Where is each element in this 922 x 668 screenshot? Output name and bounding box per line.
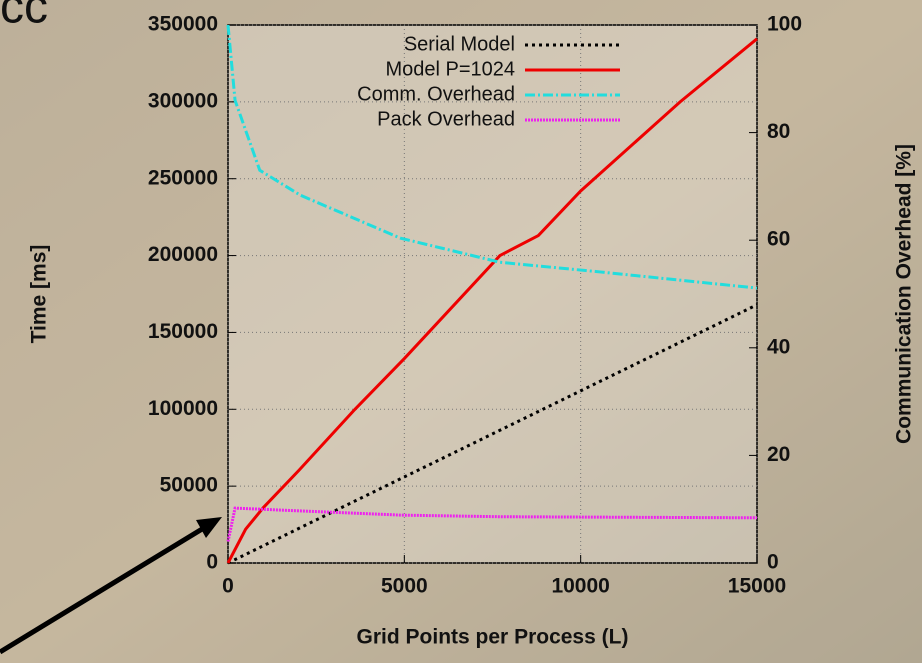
series-line <box>226 37 758 564</box>
y-tick-label: 150000 <box>148 320 218 343</box>
y2-tick-label: 80 <box>767 120 790 143</box>
legend-label: Model P=1024 <box>385 58 515 80</box>
chart: 0500001000001500002000002500003000003500… <box>28 13 916 649</box>
legend-label: Comm. Overhead <box>357 83 515 105</box>
x-tick-label: 5000 <box>381 575 428 598</box>
y-tick-label: 350000 <box>148 13 218 36</box>
y2-tick-label: 100 <box>767 13 802 36</box>
series-line <box>226 24 758 290</box>
x-tick-label: 10000 <box>551 575 609 598</box>
x-axis-label: Grid Points per Process (L) <box>357 626 629 649</box>
plot-area <box>227 24 758 564</box>
y2-tick-label: 60 <box>767 228 790 251</box>
series-line <box>227 303 758 565</box>
arrow <box>0 520 214 655</box>
y-tick-label: 100000 <box>148 397 218 420</box>
arrow-head <box>196 517 222 538</box>
x-tick-label: 15000 <box>728 575 786 598</box>
y-axis-label: Time [ms] <box>28 245 51 344</box>
y2-tick-label: 40 <box>767 335 790 358</box>
y2-tick-label: 20 <box>767 443 790 466</box>
legend-label: Serial Model <box>404 33 515 55</box>
slide-title-fragment: cc <box>0 0 48 34</box>
y2-tick-label: 0 <box>767 551 779 574</box>
y-tick-label: 0 <box>206 551 218 574</box>
y-tick-label: 200000 <box>148 243 218 266</box>
y-tick-label: 300000 <box>148 89 218 112</box>
series-line <box>226 506 758 542</box>
y-tick-label: 250000 <box>148 166 218 189</box>
y-tick-label: 50000 <box>160 474 218 497</box>
x-tick-label: 0 <box>222 575 234 598</box>
y2-axis-label: Communication Overhead [%] <box>893 144 916 444</box>
legend-label: Pack Overhead <box>377 108 515 130</box>
